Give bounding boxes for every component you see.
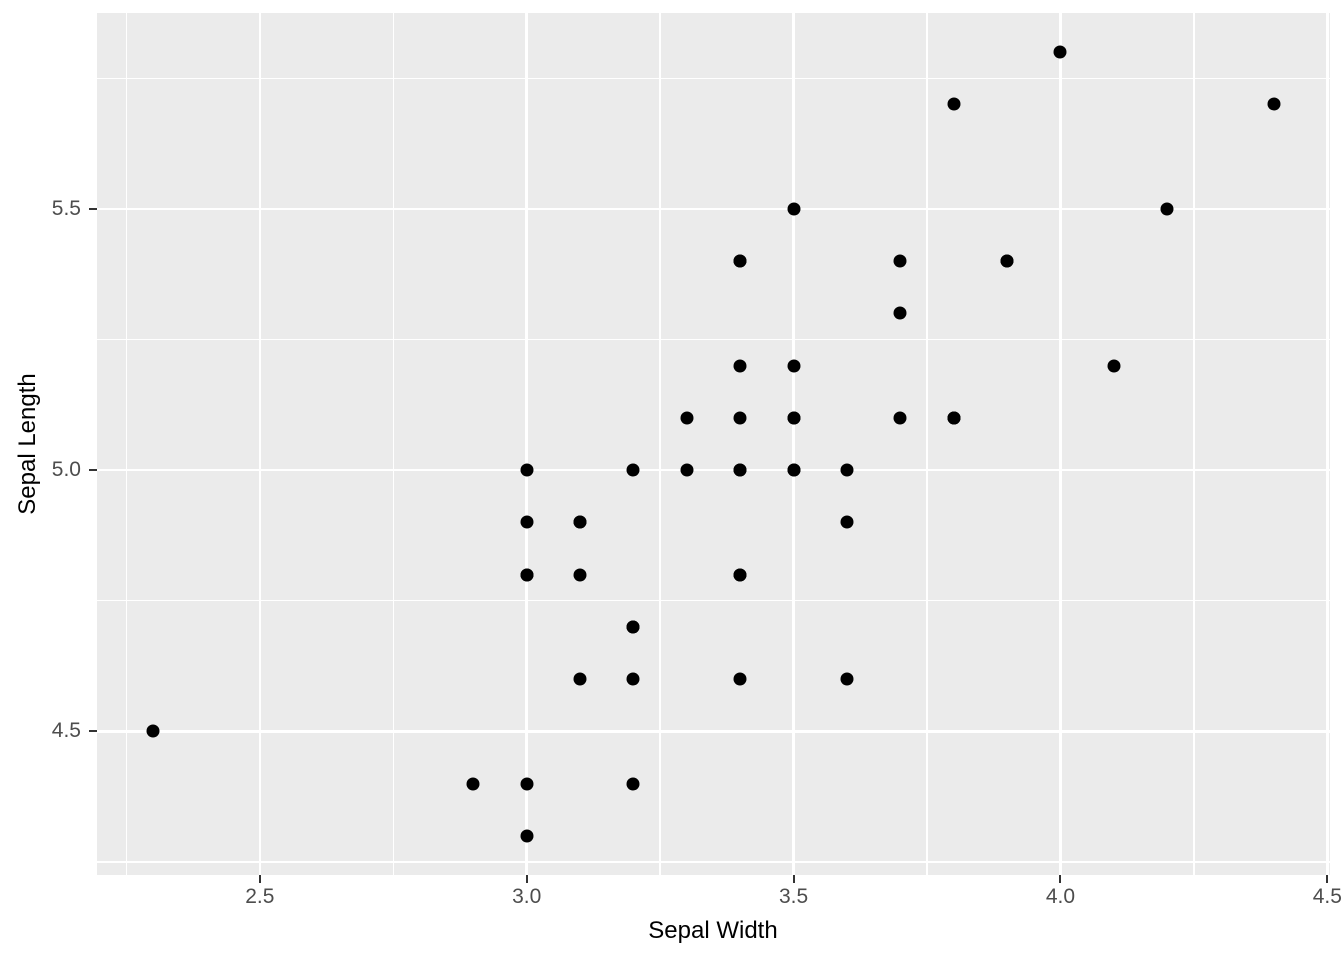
x-tick-label: 4.5 xyxy=(1312,885,1342,908)
minor-gridline-horizontal xyxy=(97,77,1330,79)
x-tick-mark xyxy=(258,875,261,883)
major-gridline-vertical xyxy=(258,13,262,875)
data-point xyxy=(840,672,854,686)
data-point xyxy=(626,463,640,477)
major-gridline-vertical xyxy=(1326,13,1329,875)
x-tick-label: 3.0 xyxy=(512,885,542,908)
data-point xyxy=(573,568,587,582)
data-point xyxy=(840,515,854,529)
data-point xyxy=(733,463,747,477)
data-point xyxy=(947,97,961,111)
x-tick-label: 2.5 xyxy=(245,885,275,908)
data-point xyxy=(520,829,534,843)
data-point xyxy=(626,777,640,791)
data-point xyxy=(840,463,854,477)
major-gridline-vertical xyxy=(792,13,795,875)
data-point xyxy=(893,254,907,268)
data-point xyxy=(573,672,587,686)
data-point xyxy=(1107,359,1121,373)
minor-gridline-horizontal xyxy=(97,600,1330,602)
data-point xyxy=(787,463,801,477)
data-point xyxy=(787,202,801,216)
minor-gridline-vertical xyxy=(1193,13,1195,875)
minor-gridline-horizontal xyxy=(97,861,1330,863)
data-point xyxy=(520,463,534,477)
x-axis-title: Sepal Width xyxy=(648,917,778,944)
data-point xyxy=(680,411,694,425)
x-tick-mark xyxy=(792,875,795,883)
data-point xyxy=(146,724,160,738)
x-tick-mark xyxy=(525,875,528,883)
x-tick-mark xyxy=(1326,875,1329,883)
y-tick-label: 4.5 xyxy=(51,719,81,743)
data-point xyxy=(893,411,907,425)
x-tick-mark xyxy=(1059,875,1062,883)
data-point xyxy=(466,777,480,791)
y-tick-label: 5.5 xyxy=(51,196,81,220)
data-point xyxy=(733,672,747,686)
y-tick-mark xyxy=(89,730,97,733)
data-point xyxy=(893,306,907,320)
y-axis-title: Sepal Length xyxy=(14,373,41,515)
data-point xyxy=(1267,97,1281,111)
y-tick-mark xyxy=(89,207,97,210)
data-point xyxy=(733,359,747,373)
data-point xyxy=(1160,202,1174,216)
major-gridline-vertical xyxy=(1059,13,1062,875)
minor-gridline-horizontal xyxy=(97,338,1330,341)
minor-gridline-vertical xyxy=(125,13,128,875)
major-gridline-horizontal xyxy=(97,468,1330,472)
minor-gridline-vertical xyxy=(659,13,661,875)
major-gridline-horizontal xyxy=(97,207,1330,211)
data-point xyxy=(733,254,747,268)
x-tick-label: 4.0 xyxy=(1045,885,1076,908)
y-tick-label: 5.0 xyxy=(51,458,81,482)
data-point xyxy=(787,359,801,373)
minor-gridline-vertical xyxy=(392,13,394,875)
data-point xyxy=(733,568,747,582)
major-gridline-vertical xyxy=(525,13,528,875)
data-point xyxy=(626,672,640,686)
data-point xyxy=(573,515,587,529)
data-point xyxy=(520,515,534,529)
data-point xyxy=(520,777,534,791)
minor-gridline-vertical xyxy=(926,13,928,875)
y-tick-mark xyxy=(89,469,97,472)
data-point xyxy=(787,411,801,425)
data-point xyxy=(733,411,747,425)
data-point xyxy=(1000,254,1014,268)
data-point xyxy=(680,463,694,477)
x-tick-label: 3.5 xyxy=(778,885,809,908)
plot-panel xyxy=(97,13,1330,875)
major-gridline-horizontal xyxy=(97,730,1330,733)
data-point xyxy=(626,620,640,634)
data-point xyxy=(947,411,961,425)
data-point xyxy=(1053,45,1067,59)
data-point xyxy=(520,568,534,582)
